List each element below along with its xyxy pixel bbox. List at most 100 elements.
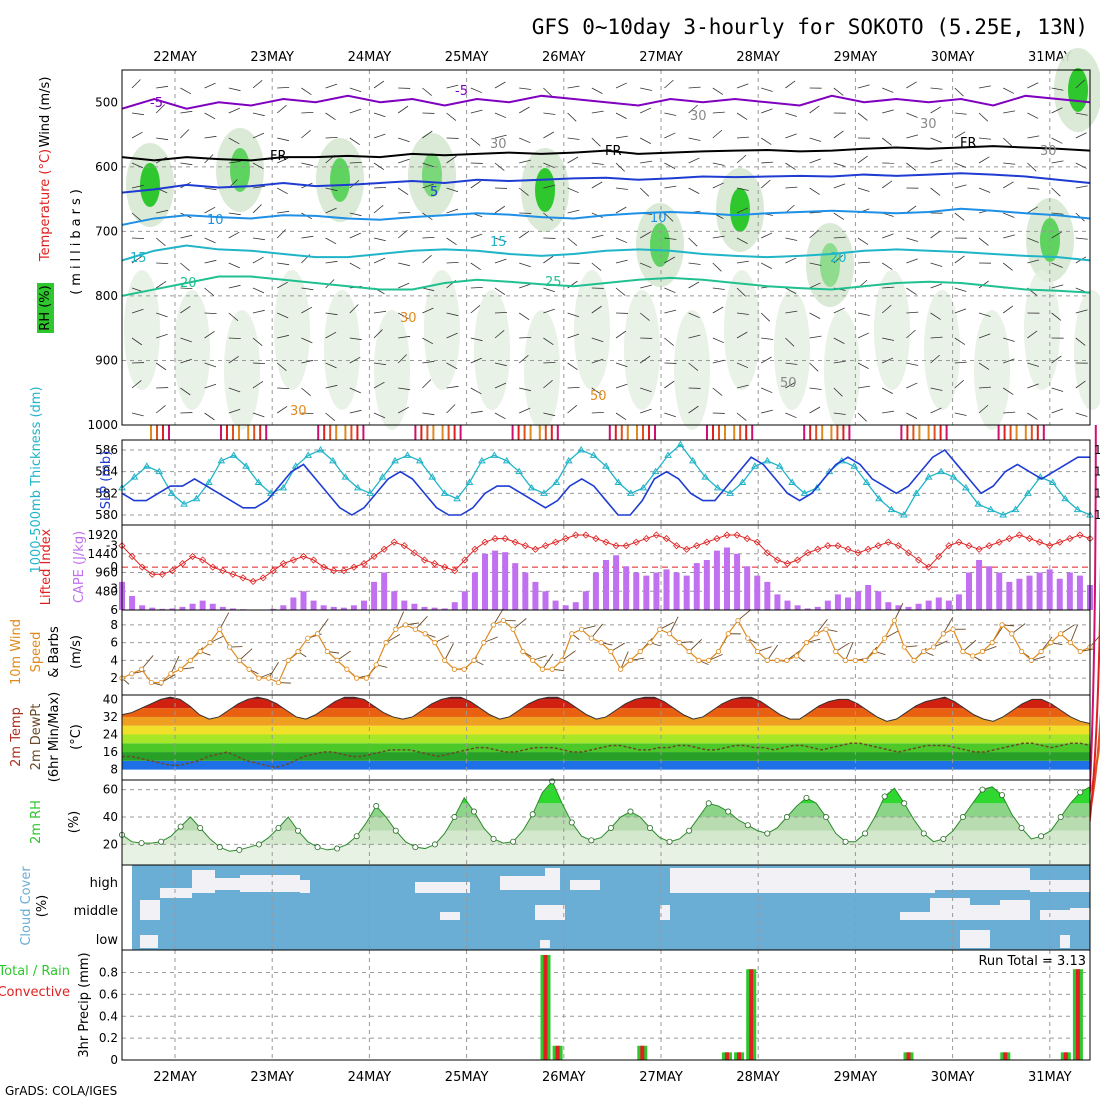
y-tick-label: -3 — [106, 539, 118, 553]
wind-barb — [639, 312, 650, 321]
cape-bar — [219, 606, 226, 610]
wind-barb — [930, 262, 943, 267]
cape-bar — [512, 563, 519, 610]
cape-bar — [855, 591, 862, 610]
thickness-marker — [341, 473, 350, 480]
lifted-index-marker — [935, 552, 943, 560]
wind-barb — [373, 412, 386, 419]
wind-speed-marker — [148, 679, 154, 686]
wind-speed-marker — [383, 640, 389, 646]
lifted-index-marker — [884, 538, 892, 546]
wind-barb — [518, 187, 529, 196]
wind-barb — [155, 362, 167, 371]
isotherm-label: 30 — [290, 404, 307, 419]
lifted-index-marker — [299, 552, 308, 560]
wind-barb — [228, 87, 241, 92]
wind-barb — [688, 262, 701, 265]
thickness-marker — [316, 446, 325, 453]
rh-marker — [823, 814, 830, 821]
wind-barb — [518, 230, 530, 239]
wind-speed-marker — [803, 640, 810, 646]
wind-barb — [954, 337, 966, 345]
rh-marker — [353, 833, 360, 840]
wind-barb — [349, 108, 362, 114]
wind-speed-marker — [305, 635, 311, 641]
isotherm-label: 10 — [207, 213, 224, 228]
bottom-date-axis: 22MAY 23MAY 24MAY 25MAY 26MAY 27MAY 28MAY 29MAY… — [153, 1070, 1071, 1085]
wind-barb — [809, 335, 822, 339]
wind-barb — [954, 162, 967, 168]
wind-barb — [301, 337, 313, 344]
temp-band — [122, 743, 1090, 753]
wind-barb — [301, 387, 311, 397]
isotherm-label: 30 — [690, 109, 707, 124]
y-tick-label: 0 — [110, 1053, 118, 1067]
wind-barb — [1051, 312, 1062, 321]
thickness-marker — [899, 511, 908, 518]
lifted-index-marker — [995, 538, 1003, 546]
rh-marker — [647, 824, 654, 831]
temp-band — [122, 752, 1090, 761]
wind-barb — [1002, 181, 1014, 189]
thickness-marker — [428, 473, 437, 480]
wind-barb — [688, 86, 701, 89]
wind-speed-marker — [784, 657, 790, 663]
lifted-index-marker — [279, 560, 287, 568]
wind-barb — [615, 187, 628, 190]
wind-barb — [325, 237, 337, 245]
cloud-gap — [1070, 908, 1090, 920]
thickness-marker — [564, 456, 573, 464]
temp-band — [122, 760, 1090, 770]
rh-marker — [705, 800, 712, 807]
cloud-gap — [660, 905, 670, 920]
wind-barb — [543, 379, 553, 389]
wind-barb — [228, 408, 241, 414]
wind-barb — [906, 412, 918, 419]
wind-barb — [833, 307, 845, 314]
wind-barb — [785, 412, 797, 419]
wind-barb — [712, 87, 724, 95]
wind-barb — [204, 237, 216, 244]
wind-barb — [422, 287, 435, 292]
wind-barb — [954, 112, 967, 115]
rh-marker — [334, 845, 341, 852]
wind-speed-marker — [970, 653, 976, 659]
wind-barb — [349, 409, 362, 414]
wind-barb — [422, 162, 434, 168]
thickness-marker — [763, 456, 772, 464]
rh-shading — [224, 310, 260, 430]
lifted-index-marker — [864, 545, 872, 553]
cape-bar — [542, 591, 549, 610]
wind-barb — [141, 655, 154, 670]
wind-barb — [736, 187, 749, 191]
wind-barb — [301, 287, 314, 291]
cape-bar — [482, 553, 488, 610]
cloud-gap — [935, 868, 1030, 890]
wind-barb — [688, 187, 700, 194]
wind-barb — [857, 362, 869, 369]
lifted-index-marker — [783, 560, 792, 568]
wind-barb — [640, 284, 652, 289]
cape-bar — [592, 572, 599, 610]
wind-speed-marker — [930, 644, 937, 650]
cape-bar — [199, 600, 206, 610]
wind-barb — [228, 212, 241, 216]
wind-barb — [519, 336, 532, 339]
wind-barb — [252, 162, 264, 170]
y-tick-label: 0 — [110, 560, 118, 574]
wind-barb — [954, 379, 965, 389]
wind-barb — [567, 209, 580, 214]
wind-barb — [422, 337, 434, 345]
cape-bar — [1016, 578, 1023, 610]
wind-barb — [688, 405, 699, 414]
y-tick-label: 1920 — [87, 528, 118, 542]
cape-bar — [824, 600, 831, 610]
wind-barb — [591, 87, 603, 94]
cape-bar — [865, 585, 872, 610]
wind-barb — [276, 405, 288, 414]
rh-shading — [924, 290, 960, 410]
wind-barb — [561, 650, 576, 661]
wind-barb — [664, 337, 674, 346]
precip-convective-bar — [737, 1052, 742, 1060]
wind-speed-marker — [226, 644, 233, 650]
